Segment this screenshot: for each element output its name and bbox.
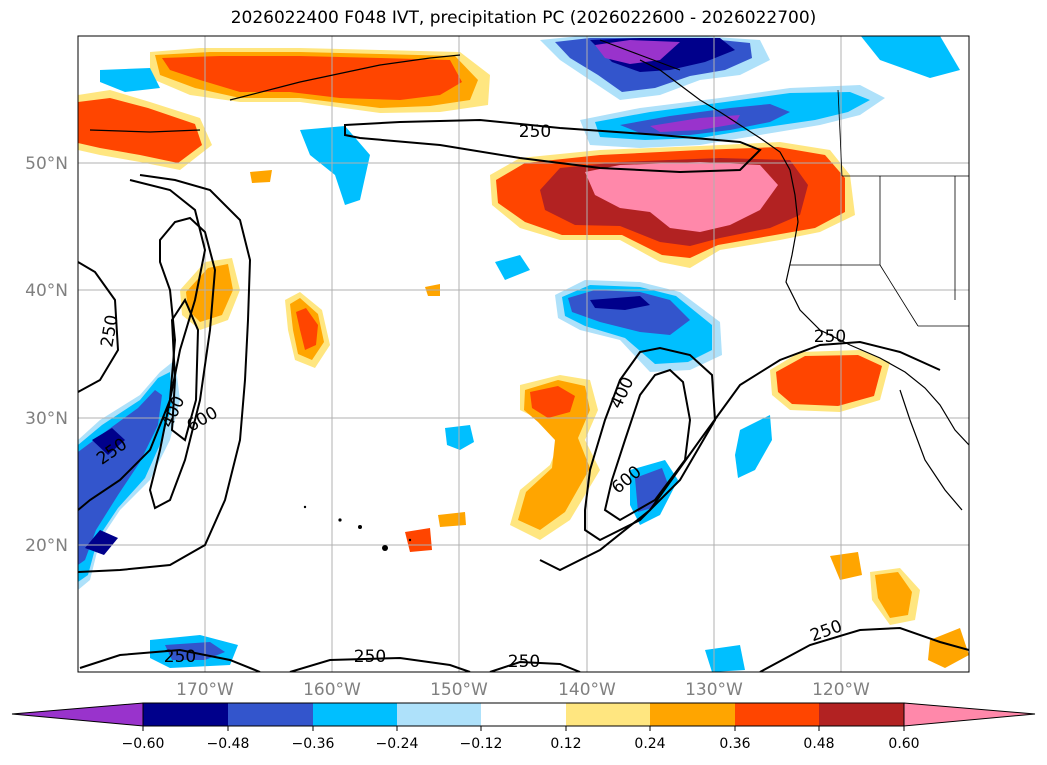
colorbar-extend-high: [903, 702, 1036, 727]
lon-label: 140°W: [558, 680, 616, 700]
lon-label: 160°W: [303, 680, 361, 700]
precip-field: [78, 36, 969, 672]
state-borders: [790, 89, 969, 327]
colorbar: −0.60 −0.48 −0.36 −0.24 −0.12 0.12 0.24 …: [11, 702, 1036, 752]
lon-label: 130°W: [685, 680, 743, 700]
colorbar-tick-label: 0.24: [634, 736, 665, 752]
lat-label: 40°N: [25, 281, 68, 301]
colorbar-bin: [313, 703, 397, 726]
coastlines: [89, 39, 969, 511]
contour-label: 250: [814, 327, 846, 347]
graticule: [78, 36, 969, 672]
colorbar-bin: [650, 703, 735, 726]
colorbar-bin: [228, 703, 313, 726]
contour-label: 250: [508, 652, 540, 672]
contour-label: 250: [354, 647, 386, 667]
colorbar-tick-label: −0.48: [207, 736, 250, 752]
lon-label: 150°W: [430, 680, 488, 700]
colorbar-bin: [143, 703, 228, 726]
lon-label: 170°W: [176, 680, 234, 700]
colorbar-bin: [735, 703, 819, 726]
colorbar-bin: [819, 703, 904, 726]
colorbar-tick-label: 0.48: [803, 736, 834, 752]
ivt-contours: [78, 118, 969, 672]
contour-label: 250: [164, 647, 196, 667]
lon-labels: 170°W 160°W 150°W 140°W 130°W 120°W: [176, 680, 870, 700]
colorbar-bin: [566, 703, 650, 726]
colorbar-tick-label: −0.12: [460, 736, 503, 752]
colorbar-bin: [481, 703, 566, 726]
colorbar-tick-label: 0.36: [719, 736, 750, 752]
lat-labels: 50°N 40°N 30°N 20°N: [25, 154, 68, 556]
colorbar-tick-label: −0.60: [122, 736, 165, 752]
islands: [303, 505, 412, 551]
map-title: 2026022400 F048 IVT, precipitation PC (2…: [230, 8, 817, 28]
colorbar-bin: [397, 703, 481, 726]
contour-label: 250: [519, 122, 551, 142]
lat-label: 50°N: [25, 154, 68, 174]
colorbar-frame: [142, 702, 905, 727]
colorbar-extend-low: [11, 702, 144, 727]
lon-label: 120°W: [812, 680, 870, 700]
colorbar-tick-label: 0.60: [888, 736, 919, 752]
colorbar-tick-label: 0.12: [550, 736, 581, 752]
lat-label: 20°N: [25, 536, 68, 556]
colorbar-ticks: [142, 726, 905, 731]
lat-label: 30°N: [25, 409, 68, 429]
plot-frame: [77, 35, 970, 673]
colorbar-tick-label: −0.36: [292, 736, 335, 752]
colorbar-tick-label: −0.24: [376, 736, 419, 752]
